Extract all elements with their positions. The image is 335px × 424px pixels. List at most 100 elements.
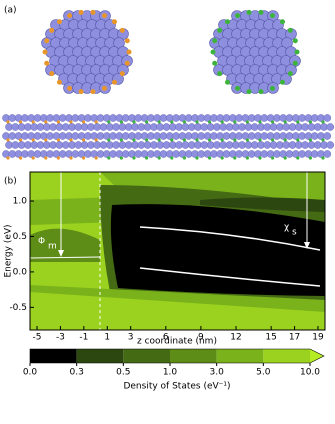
contour-level <box>30 285 325 312</box>
molecular-render <box>2 9 335 160</box>
ligand <box>44 138 48 142</box>
atom <box>323 150 332 158</box>
ligand <box>212 38 218 44</box>
ligand <box>170 120 174 124</box>
ligand <box>49 27 55 33</box>
ligand <box>157 156 161 160</box>
ligand <box>44 60 50 66</box>
ligand <box>119 120 123 124</box>
ligand <box>212 60 218 66</box>
colorbar-tick-label: 0.3 <box>70 368 84 378</box>
ligand <box>78 9 84 15</box>
ligand <box>19 138 23 142</box>
ligand <box>182 156 186 160</box>
ligand <box>132 120 136 124</box>
ligand <box>31 138 35 142</box>
colorbar-tick-label: 5.0 <box>256 368 271 378</box>
ligand <box>69 138 73 142</box>
ligand <box>208 138 212 142</box>
ligand <box>269 13 275 19</box>
ligand <box>258 156 262 160</box>
ligand <box>94 138 98 142</box>
ligand <box>271 138 275 142</box>
ligand <box>296 156 300 160</box>
ligand <box>44 38 50 44</box>
ligand <box>246 9 252 15</box>
fermi-line <box>30 256 101 259</box>
ligand <box>321 138 325 142</box>
ligand <box>31 156 35 160</box>
ligand <box>321 120 325 124</box>
ligand <box>269 85 275 91</box>
ligand <box>82 156 86 160</box>
ligand <box>258 89 264 95</box>
ligand <box>124 38 130 44</box>
annotation: m <box>48 242 57 252</box>
ligand <box>101 85 107 91</box>
ligand <box>101 13 107 19</box>
y-tick-label: 0.0 <box>13 267 28 277</box>
ligand <box>107 120 111 124</box>
ligand <box>124 60 130 66</box>
ligand <box>6 156 10 160</box>
x-tick-label: -3 <box>56 333 65 343</box>
ligand <box>90 89 96 95</box>
ligand <box>132 138 136 142</box>
ligand <box>246 89 252 95</box>
ligand <box>235 13 241 19</box>
ligand <box>208 156 212 160</box>
colorbar-tick-label: 3.0 <box>210 368 225 378</box>
ligand <box>56 120 61 124</box>
ligand <box>119 138 123 142</box>
ligand <box>145 138 149 142</box>
ligand <box>44 156 48 160</box>
y-tick-label: -0.5 <box>9 303 27 313</box>
ligand <box>132 156 136 160</box>
ligand <box>67 85 73 91</box>
atom <box>323 132 332 140</box>
ligand <box>245 138 249 142</box>
arrowhead <box>58 250 64 257</box>
colorbar-tick-label: 1.0 <box>163 368 178 378</box>
ligand <box>258 9 264 15</box>
ligand <box>287 71 293 77</box>
colorbar-label: Density of States (eV⁻¹) <box>123 382 230 392</box>
band-edge <box>139 267 321 287</box>
ligand <box>224 19 230 25</box>
ligand <box>280 19 286 25</box>
ligand <box>271 156 275 160</box>
ligand <box>49 71 55 77</box>
ligand <box>220 138 224 142</box>
ligand <box>67 13 73 19</box>
contour-level <box>110 204 325 296</box>
annotation: s <box>292 228 297 238</box>
ligand <box>78 89 84 95</box>
arrowhead <box>304 242 310 249</box>
ligand <box>182 138 186 142</box>
ligand <box>292 38 298 44</box>
x-tick-label: 6 <box>163 333 169 343</box>
y-tick-label: 0.5 <box>13 232 27 242</box>
ligand <box>296 120 300 124</box>
ligand <box>119 156 123 160</box>
band-edge <box>139 226 321 251</box>
ligand <box>296 138 300 142</box>
ligand <box>245 156 249 160</box>
ligand <box>233 138 237 142</box>
colorbar-frame <box>29 348 325 364</box>
colorbar-segment <box>170 349 217 363</box>
ligand <box>145 156 149 160</box>
atom <box>326 141 335 149</box>
ligand <box>224 79 230 85</box>
ligand <box>56 79 62 85</box>
ligand <box>31 120 35 124</box>
ligand <box>258 120 262 124</box>
ligand <box>245 120 249 124</box>
colorbar-tick-label: 0.0 <box>23 368 38 378</box>
ligand <box>6 120 10 124</box>
x-tick-label: 15 <box>265 333 276 343</box>
ligand <box>195 138 199 142</box>
ligand <box>170 138 174 142</box>
ligand <box>220 120 224 124</box>
y-tick-label: 1.0 <box>13 197 28 207</box>
